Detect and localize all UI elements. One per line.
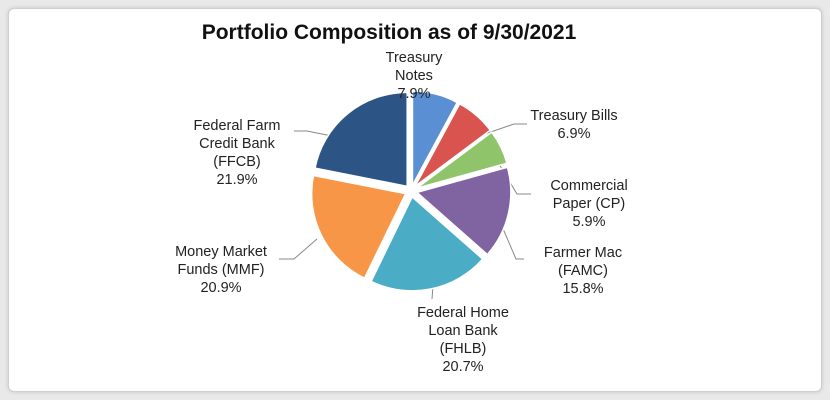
pie-slice [411,90,459,186]
category-name: Treasury Bills [530,108,618,124]
leader-line [500,223,524,260]
pie-slice [314,91,408,188]
pie-slice [415,131,508,190]
category-name: Federal Farm Credit Bank (FFCB) [193,118,281,170]
slice-label: Farmer Mac (FAMC) 15.8% [544,244,622,298]
value-label: 20.9% [200,280,242,296]
category-name: Treasury Notes [385,50,443,84]
slice-label: Treasury Notes 7.9% [386,49,443,103]
category-name: Federal Home Loan Bank (FHLB) [417,305,509,357]
chart [279,90,531,300]
value-label: 21.9% [216,172,258,188]
pie-slice [415,166,512,256]
chart-title: Portfolio Composition as of 9/30/2021 [201,21,577,44]
slice-label: Federal Farm Credit Bank (FFCB) 21.9% [193,117,280,189]
category-name: Farmer Mac (FAMC) [543,245,623,279]
pie-slice [310,174,407,280]
leader-line [294,130,338,138]
pie-slice [370,195,484,292]
slice-label: Money Market Funds (MMF) 20.9% [175,243,267,297]
category-name: Commercial Paper (CP) [550,178,628,212]
leader-line [279,238,318,260]
value-label: 15.8% [562,281,604,297]
value-label: 7.9% [397,86,431,102]
category-name: Money Market Funds (MMF) [175,244,267,278]
slice-label: Federal Home Loan Bank (FHLB) 20.7% [417,304,509,376]
value-label: 20.7% [442,359,484,375]
slice-label: Commercial Paper (CP) 5.9% [550,177,627,231]
value-label: 6.9% [557,126,591,142]
chart-card: Portfolio Composition as of 9/30/2021 Tr… [8,8,822,392]
value-label: 5.9% [572,214,606,230]
leader-line [478,123,527,137]
pie-slice [414,102,492,188]
slice-label: Treasury Bills 6.9% [530,107,617,143]
